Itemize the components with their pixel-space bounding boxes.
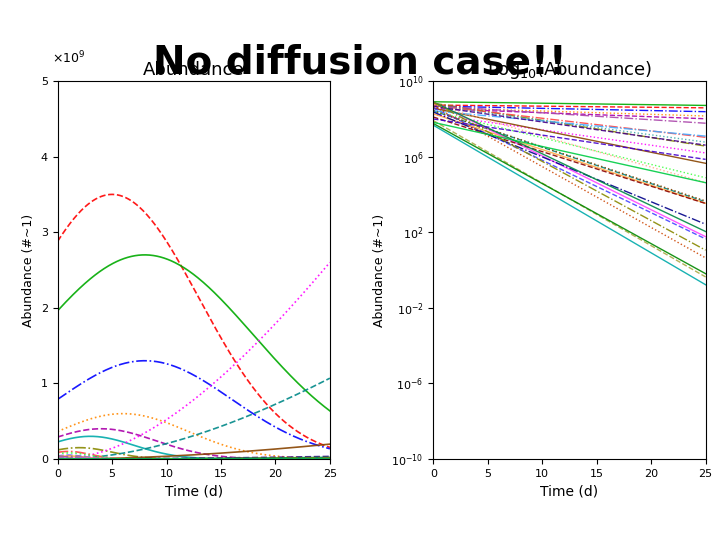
Y-axis label: Abundance (#~1): Abundance (#~1) [22,213,35,327]
Title: Log$_{10}$(Abundance): Log$_{10}$(Abundance) [487,59,652,81]
X-axis label: Time (d): Time (d) [541,484,598,498]
Text: No diffusion case!!: No diffusion case!! [153,43,567,81]
Title: Abundance: Abundance [143,62,245,79]
Y-axis label: Abundance (#~1): Abundance (#~1) [373,213,386,327]
Text: $\times10^9$: $\times10^9$ [52,49,86,66]
X-axis label: Time (d): Time (d) [165,484,222,498]
